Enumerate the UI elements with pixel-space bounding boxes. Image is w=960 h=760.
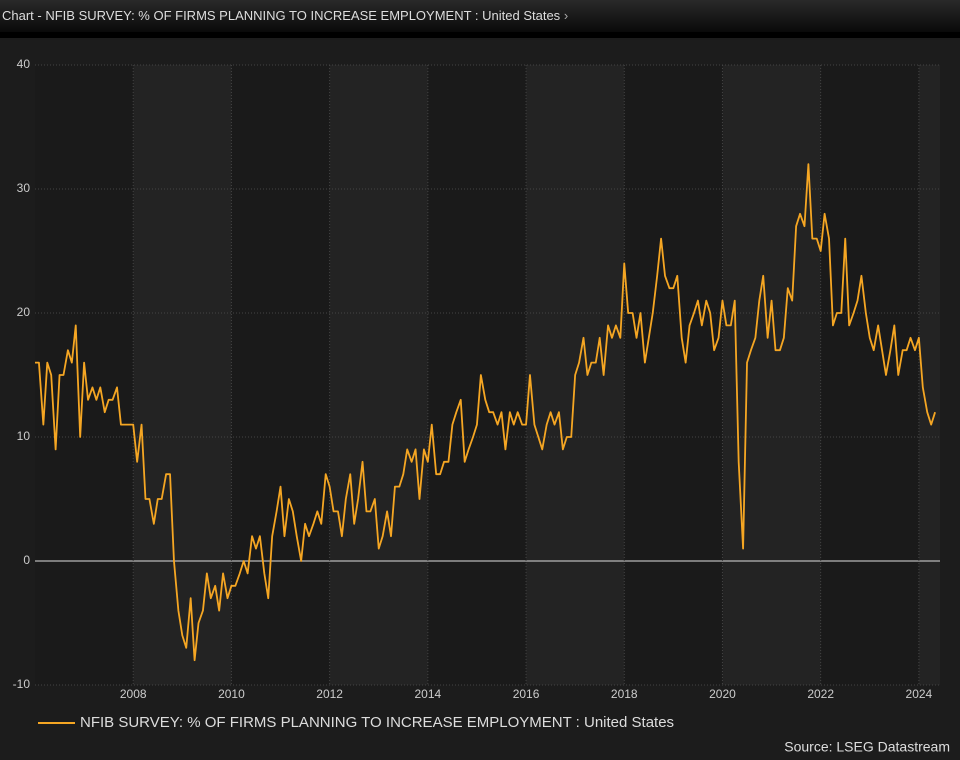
legend-label: NFIB SURVEY: % OF FIRMS PLANNING TO INCR… <box>80 714 674 731</box>
x-tick-label: 2008 <box>120 687 147 701</box>
band <box>329 65 428 685</box>
y-tick-label: 0 <box>23 553 30 567</box>
title-bar[interactable]: Chart - NFIB SURVEY: % OF FIRMS PLANNING… <box>0 0 960 32</box>
y-tick-label: 10 <box>17 429 31 443</box>
x-tick-label: 2010 <box>218 687 245 701</box>
source: Source: LSEG Datastream <box>784 739 950 755</box>
band <box>918 65 940 685</box>
band <box>133 65 232 685</box>
band <box>722 65 821 685</box>
x-tick-label: 2012 <box>316 687 343 701</box>
y-tick-label: -10 <box>13 677 31 691</box>
y-tick-label: 30 <box>17 181 31 195</box>
x-tick-label: 2022 <box>807 687 834 701</box>
line <box>35 163 936 662</box>
chart-title: Chart - NFIB SURVEY: % OF FIRMS PLANNING… <box>2 8 561 23</box>
y-tick-label: 20 <box>17 305 31 319</box>
x-tick-label: 2016 <box>513 687 540 701</box>
chart: -10 0 10 20 30 40 2008 2010 2012 2014 2016 2018 2020… <box>0 38 960 760</box>
y-tick-label: 40 <box>17 57 31 71</box>
x-tick-label: 2014 <box>414 687 441 701</box>
x-tick-label: 2018 <box>611 687 638 701</box>
x-tick-label: 2024 <box>906 687 933 701</box>
x-tick-label: 2020 <box>709 687 736 701</box>
